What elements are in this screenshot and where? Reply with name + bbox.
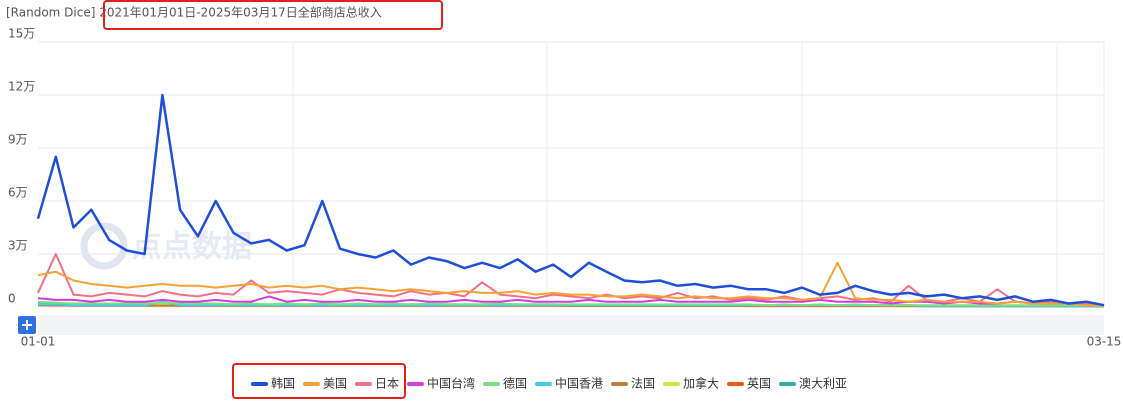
watermark: 点点数据 — [132, 230, 252, 265]
chart-title: [Random Dice] 2021年01月01日-2025年03月17日全部商… — [6, 5, 382, 20]
x-tick-label: 01-01 — [21, 335, 56, 349]
watermark-logo — [80, 222, 128, 270]
zoom-button-icon — [22, 320, 32, 330]
legend-item[interactable]: 英国 — [727, 377, 771, 391]
highlight-box — [103, 0, 443, 30]
legend-item[interactable]: 澳大利亚 — [779, 377, 847, 391]
legend-label: 加拿大 — [683, 376, 719, 391]
legend-item[interactable]: 加拿大 — [663, 376, 719, 391]
legend-item[interactable]: 韩国 — [251, 376, 295, 391]
legend-label: 日本 — [375, 377, 399, 391]
y-tick-label: 0 — [8, 292, 16, 306]
y-tick-label: 15万 — [8, 27, 35, 41]
series-line — [37, 261, 1104, 307]
series-line — [36, 93, 1105, 307]
legend-item[interactable]: 德国 — [483, 376, 527, 391]
y-tick-label: 12万 — [8, 80, 35, 94]
y-tick-label: 9万 — [8, 133, 28, 147]
series-line — [37, 300, 1105, 308]
legend-label: 德国 — [503, 376, 527, 391]
highlight-box — [232, 363, 406, 399]
zoom-slider[interactable] — [38, 315, 1104, 335]
legend-label: 韩国 — [271, 376, 295, 391]
legend-item[interactable]: 美国 — [303, 377, 347, 391]
y-tick-label: 6万 — [8, 186, 28, 200]
x-tick-label: 03-15 — [1087, 335, 1122, 349]
legend-label: 中国台湾 — [427, 376, 475, 391]
legend-label: 澳大利亚 — [799, 377, 847, 391]
legend-item[interactable]: 中国台湾 — [407, 376, 475, 391]
legend-label: 美国 — [323, 377, 347, 391]
legend-label: 英国 — [747, 377, 771, 391]
vertical-grid — [292, 42, 1105, 307]
legend-label: 中国香港 — [555, 376, 603, 391]
legend-label: 法国 — [631, 377, 655, 391]
legend-item[interactable]: 法国 — [611, 377, 655, 391]
legend-item[interactable]: 日本 — [355, 377, 399, 391]
legend-item[interactable]: 中国香港 — [535, 376, 603, 391]
series-line — [37, 295, 1105, 307]
y-tick-label: 3万 — [8, 239, 28, 253]
